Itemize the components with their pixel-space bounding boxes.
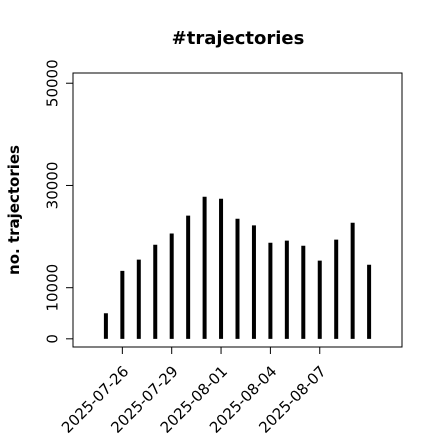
y-tick-label: 50000 — [44, 59, 62, 107]
chart-title: #trajectories — [172, 28, 305, 49]
y-tick-label: 0 — [44, 334, 62, 344]
y-axis-label: no. trajectories — [5, 145, 23, 275]
y-tick-label: 30000 — [44, 162, 62, 210]
plot-box — [72, 72, 403, 348]
y-tick-label: 10000 — [44, 264, 62, 312]
